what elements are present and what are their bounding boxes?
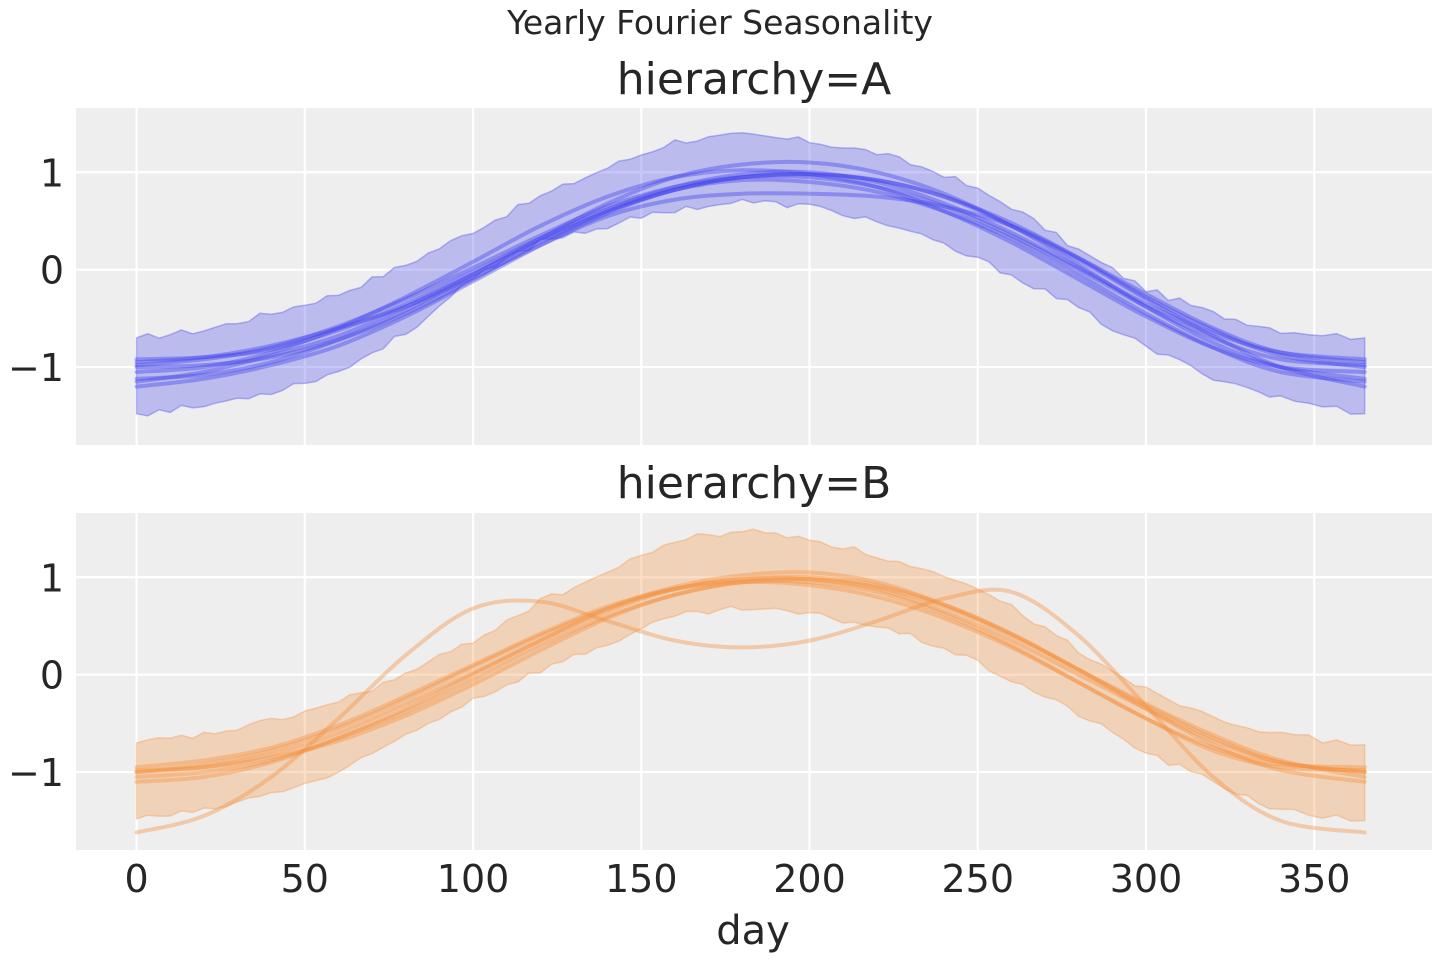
figure-suptitle: Yearly Fourier Seasonality	[506, 3, 933, 42]
panel-hierarchy-b-title: hierarchy=B	[617, 458, 892, 509]
panel-a-y-tick-label-2: 1	[40, 151, 64, 195]
panel-hierarchy-a-grid-x	[135, 108, 1316, 445]
panel-b-y-tick-label-2: 1	[40, 556, 64, 600]
panel-b-x-tick-label-3: 150	[605, 857, 678, 901]
panel-b-series-line-4	[134, 576, 1367, 779]
panel-a-y-tick-label-1: 0	[40, 249, 64, 293]
panel-b-x-tick-label-7: 350	[1278, 857, 1351, 901]
panel-b-y-tick-label-0: −1	[8, 751, 64, 795]
panel-hierarchy-b-background	[76, 513, 1432, 850]
panel-hierarchy-a-grid-y	[76, 171, 1432, 369]
panel-hierarchy-a-background	[76, 108, 1432, 445]
panel-a-series-line-7	[134, 191, 1367, 365]
panel-b-series-line-5	[134, 574, 1367, 775]
panel-hierarchy-b-grid-x	[135, 513, 1316, 850]
panel-hierarchy-a-series-lines	[134, 159, 1367, 389]
panel-hierarchy-a-credible-band	[135, 131, 1366, 417]
panel-b-series-line-1	[134, 576, 1367, 775]
panel-a-series-line-5	[134, 172, 1367, 389]
panel-a-series-line-4	[134, 173, 1367, 368]
panel-b-series-line-3	[134, 579, 1367, 770]
panel-b-y-tick-label-1: 0	[40, 654, 64, 698]
panel-b-x-tick-label-6: 300	[1110, 857, 1183, 901]
panel-a-series-line-8	[134, 177, 1367, 384]
panel-hierarchy-b-credible-band	[135, 528, 1366, 822]
panel-a-series-line-2	[134, 159, 1367, 381]
panel-b-x-tick-label-0: 0	[124, 857, 148, 901]
panel-b-x-tick-label-5: 250	[941, 857, 1014, 901]
panel-hierarchy-a-y-tick-labels: −1 0 1	[8, 151, 64, 390]
panel-b-x-tick-label-2: 100	[437, 857, 510, 901]
panel-hierarchy-b-y-tick-labels: −1 0 1	[8, 556, 64, 795]
panel-hierarchy-a-title: hierarchy=A	[617, 54, 891, 105]
panel-b-x-tick-label-4: 200	[773, 857, 846, 901]
panel-hierarchy-b-series-lines	[134, 570, 1367, 835]
panel-b-series-line-6	[134, 578, 1367, 773]
panel-a-series-line-3	[134, 168, 1367, 374]
panel-hierarchy-a: −1 0 1 hierarchy=A	[8, 54, 1432, 445]
panel-hierarchy-b-x-axis-label: day	[716, 908, 790, 954]
panel-hierarchy-b-x-tick-labels: 0 50 100 150 200 250 300 350	[124, 857, 1350, 901]
panel-a-series-line-1	[134, 169, 1367, 362]
panel-b-series-line-7	[134, 587, 1367, 835]
panel-a-series-line-6	[134, 172, 1367, 370]
panel-hierarchy-b: −1 0 1 0 50 100 150 200 250 300 350 hierarchy=B d…	[8, 458, 1432, 954]
panel-hierarchy-b-grid-y	[76, 576, 1432, 774]
panel-b-series-line-2	[134, 570, 1367, 784]
panel-a-y-tick-label-0: −1	[8, 346, 64, 390]
panel-b-x-tick-label-1: 50	[281, 857, 329, 901]
